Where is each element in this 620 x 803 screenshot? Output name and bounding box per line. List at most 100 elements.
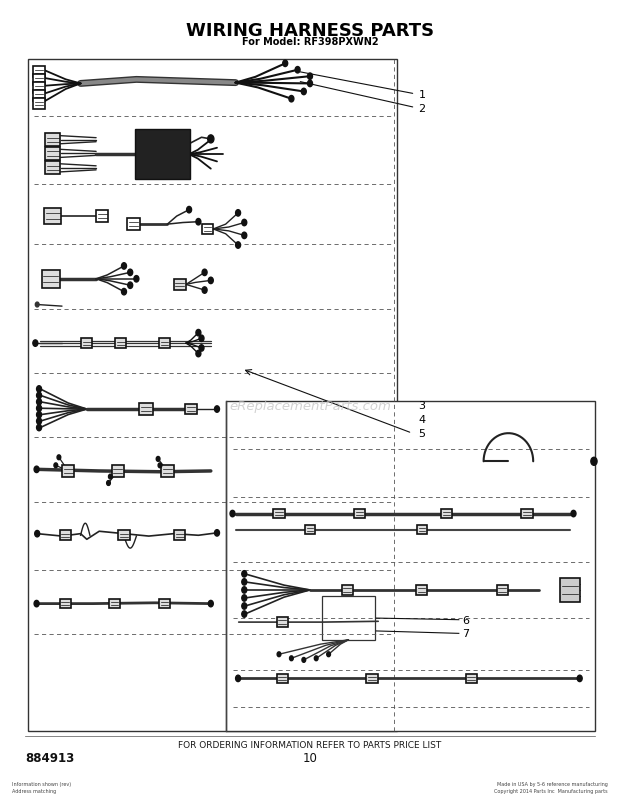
Bar [366, 674, 378, 683]
Circle shape [236, 675, 241, 682]
Bar [354, 509, 365, 519]
Bar [45, 134, 61, 147]
Bar [33, 91, 45, 101]
Bar [81, 339, 92, 349]
Circle shape [199, 336, 204, 342]
Circle shape [236, 243, 241, 249]
Circle shape [215, 530, 219, 536]
Bar [33, 75, 45, 85]
Bar [277, 674, 288, 683]
Bar [277, 618, 288, 627]
Text: 1: 1 [418, 90, 425, 100]
Bar [112, 466, 124, 477]
Bar [45, 162, 61, 175]
Text: For Model: RF398PXWN2: For Model: RF398PXWN2 [242, 37, 378, 47]
Bar [466, 674, 477, 683]
Bar [521, 509, 533, 519]
Circle shape [283, 61, 288, 67]
Bar [159, 599, 170, 609]
Bar [417, 525, 427, 535]
Circle shape [242, 603, 247, 609]
Text: 7: 7 [462, 629, 469, 638]
Text: 884913: 884913 [25, 751, 74, 764]
Text: FOR ORDERING INFORMATION REFER TO PARTS PRICE LIST: FOR ORDERING INFORMATION REFER TO PARTS … [179, 740, 441, 749]
Bar [305, 525, 315, 535]
Circle shape [37, 386, 42, 393]
Circle shape [196, 219, 201, 226]
Bar [174, 279, 186, 291]
Text: 6: 6 [462, 615, 469, 625]
Circle shape [242, 233, 247, 239]
Bar [62, 466, 74, 477]
Circle shape [208, 601, 213, 607]
Bar [159, 339, 170, 349]
Text: 3: 3 [418, 401, 425, 410]
Bar [33, 83, 45, 93]
Circle shape [208, 136, 214, 144]
Circle shape [242, 220, 247, 226]
Bar [44, 209, 61, 225]
Bar [226, 402, 595, 731]
Bar [33, 67, 45, 77]
Circle shape [242, 587, 247, 593]
Circle shape [108, 475, 112, 479]
Text: Made in USA by 5-6 reference manufacturing
Copyright 2014 Parts Inc  Manufacturi: Made in USA by 5-6 reference manufacturi… [494, 781, 608, 793]
Circle shape [37, 412, 42, 418]
Circle shape [202, 287, 207, 294]
Circle shape [242, 611, 247, 618]
Bar [161, 466, 174, 477]
Circle shape [107, 481, 110, 486]
Circle shape [37, 418, 42, 425]
Text: 10: 10 [303, 751, 317, 764]
Bar [273, 509, 285, 519]
Circle shape [54, 463, 58, 468]
Circle shape [37, 425, 42, 431]
Bar [342, 585, 353, 595]
Circle shape [308, 81, 312, 88]
Bar [127, 219, 140, 230]
Circle shape [308, 74, 312, 80]
Circle shape [122, 263, 126, 270]
Circle shape [158, 463, 162, 468]
Text: 4: 4 [418, 414, 425, 424]
Circle shape [57, 455, 61, 460]
Circle shape [199, 345, 204, 352]
Bar [416, 585, 427, 595]
Bar [109, 599, 120, 609]
Circle shape [327, 652, 330, 657]
Circle shape [196, 330, 201, 336]
Circle shape [134, 276, 139, 283]
Circle shape [236, 210, 241, 217]
Bar [96, 211, 108, 222]
Circle shape [37, 393, 42, 399]
Bar [60, 599, 71, 609]
Text: 2: 2 [418, 104, 425, 113]
Circle shape [314, 656, 318, 661]
Circle shape [290, 656, 293, 661]
Bar [115, 339, 126, 349]
Circle shape [295, 67, 300, 74]
Circle shape [571, 511, 576, 517]
Circle shape [208, 278, 213, 284]
Bar [185, 405, 197, 414]
Text: Information shown (rev)
Address matching: Information shown (rev) Address matching [12, 781, 71, 793]
Circle shape [196, 351, 201, 357]
Circle shape [128, 283, 133, 289]
Circle shape [230, 511, 235, 517]
FancyBboxPatch shape [135, 130, 190, 180]
Circle shape [122, 289, 126, 296]
Bar [28, 60, 397, 731]
Circle shape [301, 89, 306, 96]
Bar [33, 99, 45, 109]
Circle shape [34, 467, 39, 473]
Bar [202, 224, 213, 234]
Circle shape [35, 531, 40, 537]
Circle shape [277, 652, 281, 657]
Bar [441, 509, 452, 519]
Circle shape [128, 270, 133, 276]
Bar [497, 585, 508, 595]
Bar [322, 596, 375, 640]
Circle shape [34, 601, 39, 607]
Bar [42, 271, 60, 288]
Bar [560, 578, 580, 602]
